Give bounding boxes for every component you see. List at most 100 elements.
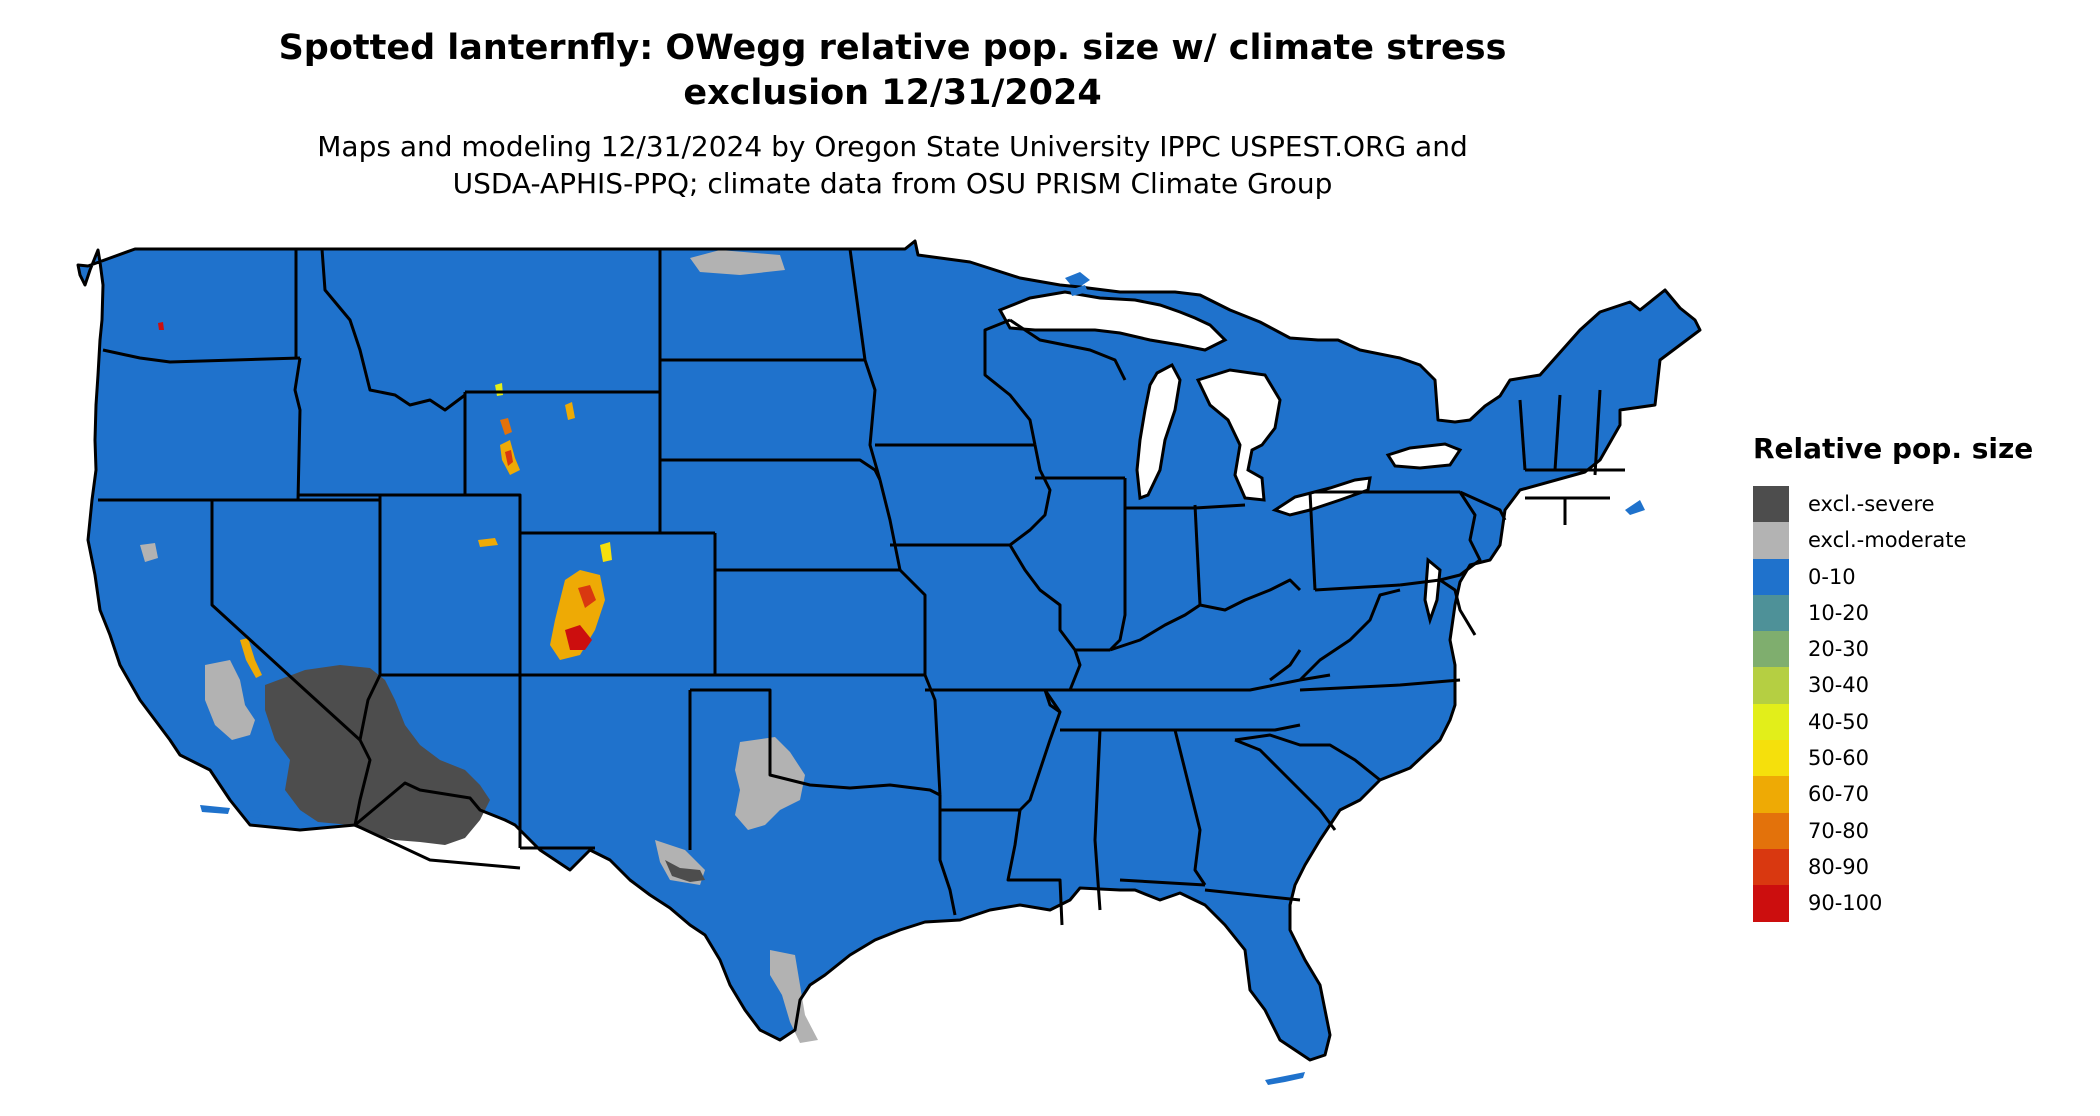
legend-swatch — [1753, 703, 1789, 741]
legend-item-20-30: 20-30 — [1750, 631, 2090, 668]
legend-swatch — [1753, 594, 1789, 632]
state-borders — [76, 239, 1702, 1062]
excl-severe-nm-south — [665, 860, 705, 882]
legend-swatch — [1753, 667, 1789, 704]
border-ky-tn — [1045, 673, 1331, 692]
risk-co-cluster-b — [578, 585, 596, 608]
lake-michigan — [1135, 362, 1182, 501]
border-va-ky — [1269, 649, 1302, 682]
border-id-mt — [320, 248, 466, 412]
border-ca-az — [353, 739, 372, 826]
legend-item-70-80: 70-80 — [1750, 812, 2090, 849]
legend-label: 90-100 — [1808, 891, 1883, 916]
subtitle-line-1: Maps and modeling 12/31/2024 by Oregon S… — [317, 130, 1468, 163]
border-ga-sc — [1234, 738, 1337, 831]
map-title: Spotted lanternfly: OWegg relative pop. … — [150, 26, 1635, 116]
border-ca-nv — [210, 500, 362, 742]
island-florida-keys — [1265, 1072, 1305, 1085]
border-al-ga — [1173, 729, 1207, 886]
excl-moderate-tx-south — [770, 950, 818, 1043]
legend-items: excl.-severe excl.-moderate 0-10 10-20 2… — [1750, 486, 2090, 922]
border-ar-ms-tn — [1018, 689, 1062, 812]
legend-label: 0-10 — [1808, 564, 1856, 589]
lake-ontario — [1385, 442, 1463, 470]
map-land — [78, 241, 1700, 1060]
excl-severe-desert-southwest — [265, 665, 490, 845]
border-nh-me — [1593, 389, 1602, 476]
legend-label: 80-90 — [1808, 854, 1870, 879]
legend-item-40-50: 40-50 — [1750, 703, 2090, 741]
border-in-ky — [1109, 603, 1201, 652]
border-nc-sc — [1234, 733, 1381, 782]
great-lakes — [997, 290, 1463, 626]
legend-swatch — [1753, 812, 1789, 849]
map-subtitle: Maps and modeling 12/31/2024 by Oregon S… — [150, 128, 1635, 202]
border-nj-de-md — [1439, 578, 1477, 636]
border-ny-nj — [1459, 490, 1507, 521]
legend-item-80-90: 80-90 — [1750, 848, 2090, 886]
border-or-id — [293, 357, 302, 501]
excl-moderate-ca-valley — [205, 660, 255, 740]
legend-label: 50-60 — [1808, 746, 1870, 771]
legend-label: excl.-severe — [1808, 492, 1935, 516]
legend-label: 30-40 — [1808, 673, 1870, 698]
border-va-nc — [1299, 678, 1461, 692]
border-ne-ia-mo — [878, 479, 902, 571]
legend-item-0-10: 0-10 — [1750, 558, 2090, 595]
legend-swatch — [1753, 558, 1789, 595]
border-vt-nh — [1553, 394, 1562, 471]
risk-wy-cluster — [500, 418, 512, 435]
legend-title: Relative pop. size — [1753, 432, 2034, 465]
lake-superior — [997, 290, 1228, 352]
border-ms-al — [1093, 729, 1102, 911]
legend-label: 20-30 — [1808, 637, 1870, 662]
title-line-1: Spotted lanternfly: OWegg relative pop. … — [278, 28, 1507, 68]
legend-swatch — [1753, 848, 1789, 886]
legend-label: 60-70 — [1808, 782, 1870, 807]
coastal-islands — [200, 285, 1645, 1085]
border-mo-ar — [925, 688, 1061, 714]
legend-item-10-20: 10-20 — [1750, 594, 2090, 632]
risk-wy-red — [505, 450, 513, 466]
subtitle-line-2: USDA-APHIS-PPQ; climate data from OSU PR… — [452, 167, 1333, 200]
border-wv-md-pa — [1314, 583, 1401, 592]
border-oh-wv-ky — [1199, 578, 1302, 612]
border-az-mexico — [354, 823, 521, 870]
exclusion-severe-areas — [265, 665, 705, 882]
risk-ca-sierra — [240, 638, 262, 678]
legend-label: 40-50 — [1808, 709, 1870, 734]
border-mn-wi — [983, 318, 1037, 446]
excl-moderate-tx-panhandle — [735, 737, 805, 830]
border-il-in — [1108, 478, 1127, 652]
risk-wa — [158, 322, 164, 330]
border-al-fl — [1119, 878, 1206, 887]
border-ok-ar — [923, 674, 942, 796]
excl-moderate-nd — [690, 250, 785, 275]
border-nv-az — [358, 674, 382, 741]
legend-swatch — [1753, 776, 1789, 813]
legend-swatch — [1753, 522, 1789, 559]
legend-swatch — [1753, 885, 1789, 922]
border-ia-il — [1009, 444, 1052, 547]
border-nd-mn — [848, 248, 867, 361]
legend-item-90-100: 90-100 — [1750, 885, 2090, 922]
border-tn-south — [1060, 723, 1301, 732]
border-ut-wy — [465, 493, 522, 533]
risk-co-cluster-red — [565, 625, 592, 650]
border-ks-mo — [898, 568, 927, 675]
border-va-wv — [1298, 588, 1401, 682]
border-ny-vt — [1518, 399, 1527, 471]
legend-item-30-40: 30-40 — [1750, 667, 2090, 704]
chesapeake-bay — [1423, 556, 1442, 626]
legend-swatch — [1753, 631, 1789, 668]
legend-swatch — [1753, 740, 1789, 777]
lake-erie — [1271, 476, 1372, 517]
legend-swatch — [1753, 486, 1789, 523]
legend-label: 70-80 — [1808, 818, 1870, 843]
border-sd-mn-ia — [863, 359, 882, 481]
elevated-risk-areas — [158, 322, 612, 678]
risk-ut — [478, 538, 498, 547]
legend-item-excl-severe: excl.-severe — [1750, 486, 2090, 523]
title-line-2: exclusion 12/31/2024 — [683, 73, 1102, 113]
